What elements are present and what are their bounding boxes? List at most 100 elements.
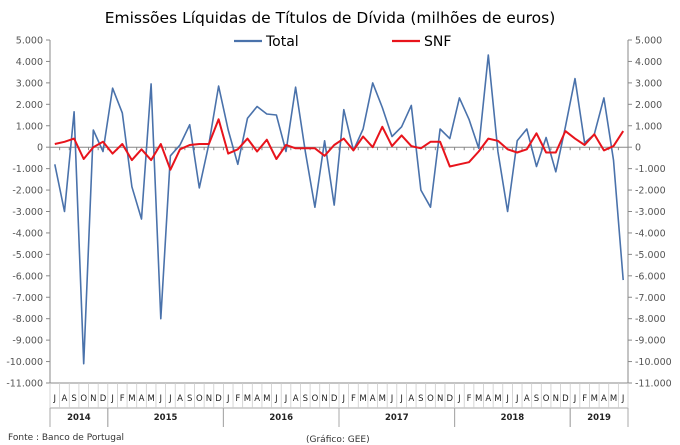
y-tick-label-right: 0 [635,143,641,154]
y-tick-label-right: 5.000 [635,36,662,47]
year-label: 2014 [67,413,91,423]
month-label: F [582,394,587,404]
month-label: J [457,394,461,404]
month-label: J [284,394,288,404]
y-tick-label-left: -8.000 [12,314,43,325]
source-note: Fonte : Banco de Portugal [8,433,124,443]
month-label: N [437,394,443,404]
month-label: J [53,394,57,404]
month-label: D [331,394,338,404]
month-label: O [80,394,87,404]
year-label: 2016 [269,413,293,423]
y-tick-label-right: -10.000 [635,357,672,368]
y-tick-label-left: 5.000 [16,36,43,47]
y-tick-label-left: 3.000 [16,78,43,89]
y-tick-label-right: 2.000 [635,100,662,111]
month-label: J [168,394,172,404]
y-tick-label-right: 3.000 [635,78,662,89]
month-label: S [187,394,192,404]
month-label: A [485,394,491,404]
month-label: S [71,394,76,404]
month-label: J [274,394,278,404]
y-tick-label-right: -8.000 [635,314,666,325]
month-label: J [505,394,509,404]
month-label: F [120,394,125,404]
y-tick-label-right: -5.000 [635,250,666,261]
month-label: A [177,394,183,404]
month-label: A [601,394,607,404]
y-tick-label-right: -9.000 [635,336,666,347]
month-label: M [128,394,135,404]
month-label: A [139,394,145,404]
month-label: D [447,394,454,404]
month-label: M [610,394,617,404]
y-tick-label-right: -4.000 [635,228,666,239]
month-label: J [159,394,163,404]
month-label: S [534,394,539,404]
y-tick-label-right: -11.000 [635,379,672,390]
month-label: M [147,394,154,404]
y-tick-label-left: -10.000 [6,357,43,368]
month-label: J [342,394,346,404]
series-line-snf [54,118,625,171]
y-tick-label-right: -3.000 [635,207,666,218]
y-tick-label-left: -6.000 [12,271,43,282]
legend-label-snf: SNF [424,34,451,50]
y-tick-label-left: 2.000 [16,100,43,111]
month-label: J [573,394,577,404]
year-label: 2017 [385,413,409,423]
y-tick-label-right: 4.000 [635,57,662,68]
month-label: A [293,394,299,404]
month-label: O [543,394,550,404]
y-tick-label-left: -5.000 [12,250,43,261]
month-label: F [467,394,472,404]
month-label: M [475,394,482,404]
month-label: N [553,394,559,404]
y-tick-label-left: -2.000 [12,186,43,197]
month-label: J [226,394,230,404]
y-tick-label-left: -4.000 [12,228,43,239]
legend: Total SNF [234,34,451,50]
y-tick-label-right: -7.000 [635,293,666,304]
month-label: N [206,394,212,404]
y-tick-label-right: 1.000 [635,121,662,132]
y-tick-label-left: -7.000 [12,293,43,304]
month-label: J [390,394,394,404]
month-label: N [90,394,96,404]
month-label: O [196,394,203,404]
month-label: A [62,394,68,404]
credit-note: (Gráfico: GEE) [306,435,370,445]
month-label: J [110,394,114,404]
month-label: N [321,394,327,404]
month-label: F [235,394,240,404]
y-tick-label-left: -9.000 [12,336,43,347]
y-tick-label-left: 4.000 [16,57,43,68]
y-tick-label-left: 0 [37,143,43,154]
month-label: A [254,394,260,404]
y-tick-label-right: -2.000 [635,186,666,197]
y-tick-label-left: -3.000 [12,207,43,218]
month-label: D [100,394,107,404]
y-tick-label-right: -6.000 [635,271,666,282]
month-label: S [418,394,423,404]
month-label: M [359,394,366,404]
year-label: 2018 [501,413,525,423]
month-label: F [351,394,356,404]
month-label: J [515,394,519,404]
month-label: A [524,394,530,404]
month-label: O [312,394,319,404]
y-tick-label-right: -1.000 [635,164,666,175]
y-tick-label-left: -11.000 [6,379,43,390]
chart-title: Emissões Líquidas de Títulos de Dívida (… [105,9,556,27]
month-label: D [562,394,569,404]
month-label: S [303,394,308,404]
month-label: O [427,394,434,404]
month-label: A [408,394,414,404]
month-label: J [399,394,403,404]
year-label: 2019 [587,413,611,423]
plot-area: -11.000 -11.000 -10.000 -10.000 -9.000 -9.000… [6,36,672,427]
month-label: D [215,394,222,404]
month-label: M [263,394,270,404]
month-label: M [379,394,386,404]
